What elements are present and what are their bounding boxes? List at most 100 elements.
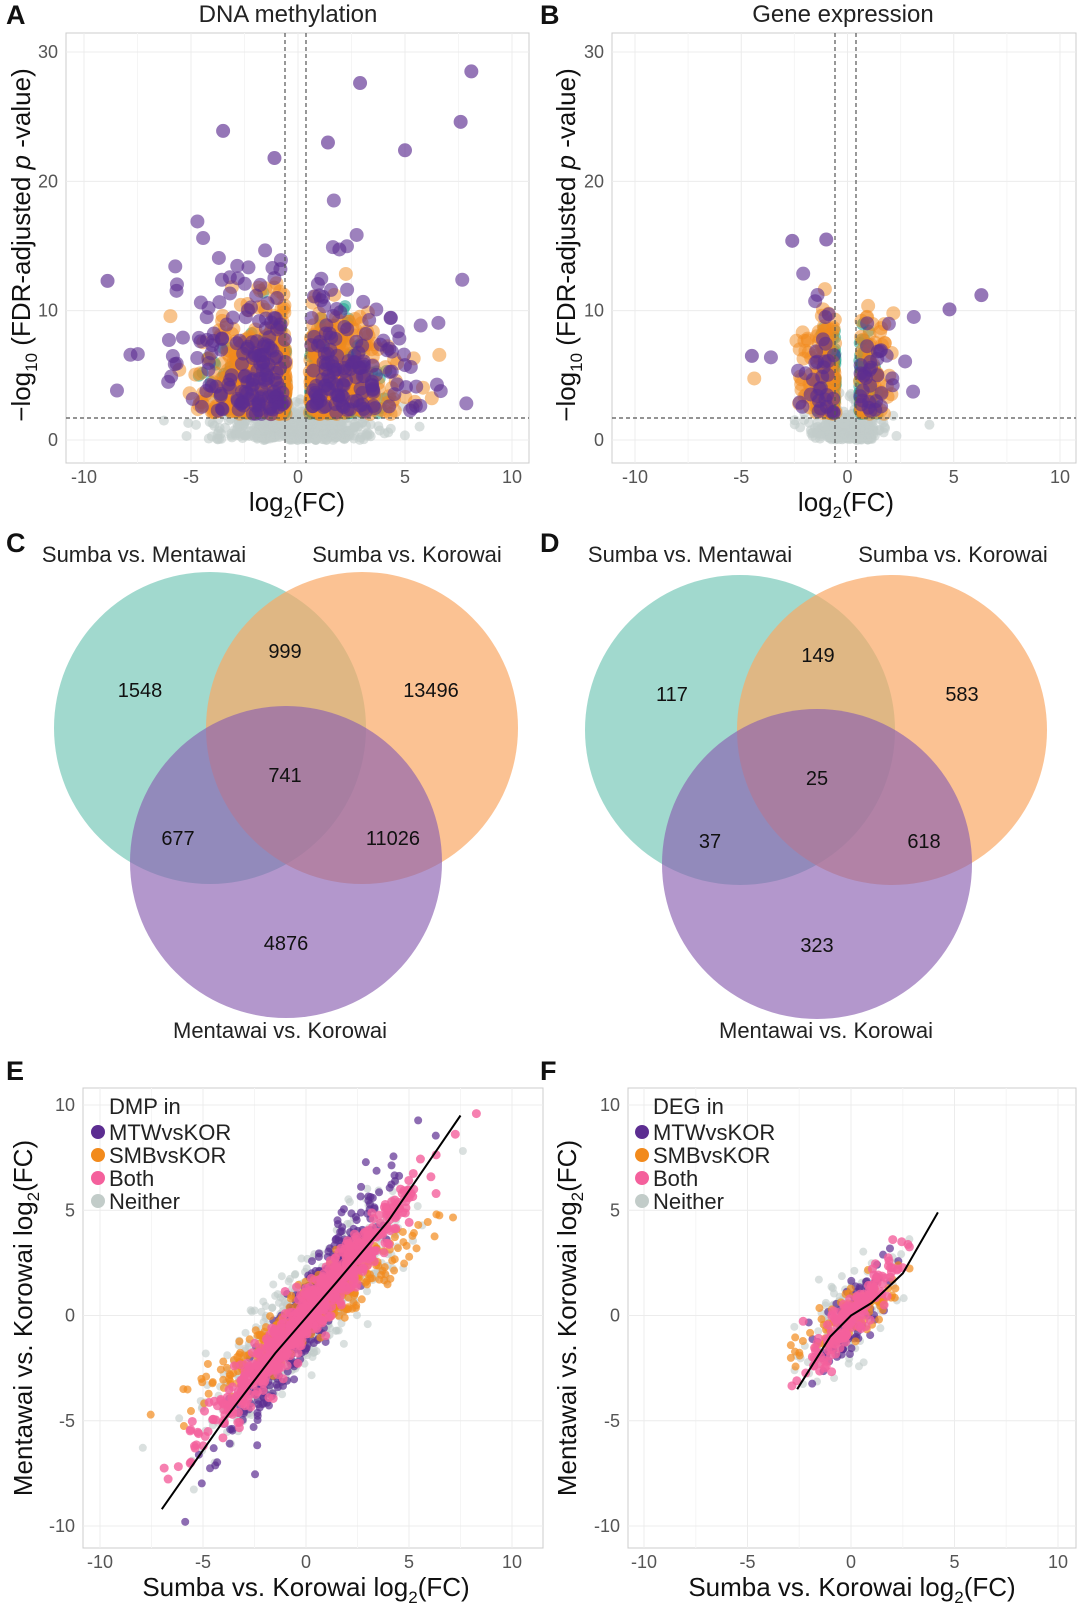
data-point xyxy=(458,1147,467,1156)
data-point xyxy=(278,1390,287,1399)
data-point xyxy=(372,1166,381,1175)
data-point xyxy=(250,427,261,438)
data-point xyxy=(382,364,397,379)
data-point xyxy=(203,433,214,444)
data-point xyxy=(210,403,225,418)
data-point xyxy=(340,282,355,297)
panel-c: C Sumba vs. Mentawai Sumba vs. Korowai M… xyxy=(6,528,518,1043)
data-point xyxy=(277,1272,286,1281)
data-point xyxy=(365,1200,374,1209)
data-point xyxy=(785,233,800,248)
x-tick-label: -10 xyxy=(71,467,97,487)
panel-a-points xyxy=(100,64,479,445)
data-point xyxy=(349,430,360,441)
data-point xyxy=(163,309,178,324)
data-point xyxy=(257,1307,266,1316)
panel-letter-c: C xyxy=(6,528,26,558)
y-tick-label: 30 xyxy=(584,42,604,62)
data-point xyxy=(332,1326,341,1335)
x-tick-label: -5 xyxy=(183,467,199,487)
panel-a-y-label: −log10 (FDR-adjusted p -value) xyxy=(6,68,41,421)
data-point xyxy=(314,1252,323,1261)
data-point xyxy=(344,1195,353,1204)
data-point xyxy=(810,388,825,403)
data-point xyxy=(186,1407,195,1416)
data-point xyxy=(431,1131,440,1140)
data-point xyxy=(392,331,407,346)
data-point xyxy=(304,310,319,325)
data-point xyxy=(165,349,180,364)
data-point xyxy=(175,1414,184,1423)
data-point xyxy=(412,1244,421,1253)
data-point xyxy=(320,135,335,150)
venn-c-label-sk: Sumba vs. Korowai xyxy=(312,542,502,567)
data-point xyxy=(361,1158,370,1167)
data-point xyxy=(363,1287,372,1296)
venn-d-count-sm-mk: 37 xyxy=(699,831,721,853)
panel-b-y-label: −log10 (FDR-adjusted p -value) xyxy=(551,68,586,421)
data-point xyxy=(290,1375,299,1384)
data-point xyxy=(464,64,479,79)
panel-letter-b: B xyxy=(540,0,560,30)
data-point xyxy=(168,259,183,274)
data-point xyxy=(100,273,115,288)
data-point xyxy=(369,302,384,317)
panel-letter-d: D xyxy=(540,528,560,558)
data-point xyxy=(333,1216,342,1225)
data-point xyxy=(362,430,373,441)
data-point xyxy=(222,286,237,301)
data-point xyxy=(423,1218,432,1227)
data-point xyxy=(204,1389,213,1398)
data-point xyxy=(146,1410,155,1419)
data-point xyxy=(805,372,820,387)
data-point xyxy=(795,325,810,340)
data-point xyxy=(251,1470,260,1479)
data-point xyxy=(209,1444,218,1453)
data-point xyxy=(364,1192,373,1201)
data-point xyxy=(284,1277,293,1286)
data-point xyxy=(389,1152,398,1161)
data-point xyxy=(811,404,826,419)
data-point xyxy=(225,1439,234,1448)
data-point xyxy=(974,288,989,303)
data-point xyxy=(375,1188,384,1197)
x-tick-label: 0 xyxy=(293,467,303,487)
data-point xyxy=(317,299,332,314)
data-point xyxy=(924,419,935,430)
data-point xyxy=(249,1423,258,1432)
data-point xyxy=(214,272,229,287)
venn-d-count-sm-sk: 149 xyxy=(801,645,834,667)
data-point xyxy=(335,429,346,440)
data-point xyxy=(413,318,428,333)
data-point xyxy=(340,402,355,417)
data-point xyxy=(253,1408,262,1417)
data-point xyxy=(216,123,231,138)
data-point xyxy=(241,260,256,275)
data-point xyxy=(387,1161,396,1170)
data-point xyxy=(898,354,913,369)
data-point xyxy=(271,400,286,415)
data-point xyxy=(347,1209,356,1218)
y-tick-label: 20 xyxy=(38,171,58,191)
data-point xyxy=(365,381,380,396)
venn-c-count-sm-mk: 677 xyxy=(161,828,194,850)
data-point xyxy=(819,421,830,432)
venn-c-label-mk: Mentawai vs. Korowai xyxy=(173,1018,387,1043)
data-point xyxy=(873,425,884,436)
data-point xyxy=(220,422,231,433)
data-point xyxy=(240,303,255,318)
data-point xyxy=(213,1458,222,1467)
data-point xyxy=(906,309,921,324)
data-point xyxy=(891,430,902,441)
data-point xyxy=(318,429,329,440)
data-point xyxy=(240,339,255,354)
data-point xyxy=(333,305,348,320)
data-point xyxy=(207,418,218,429)
venn-c-count-mk-only: 4876 xyxy=(264,933,309,955)
data-point xyxy=(338,1223,347,1232)
data-point xyxy=(321,369,336,384)
data-point xyxy=(265,433,276,444)
data-point xyxy=(431,315,446,330)
data-point xyxy=(432,347,447,362)
